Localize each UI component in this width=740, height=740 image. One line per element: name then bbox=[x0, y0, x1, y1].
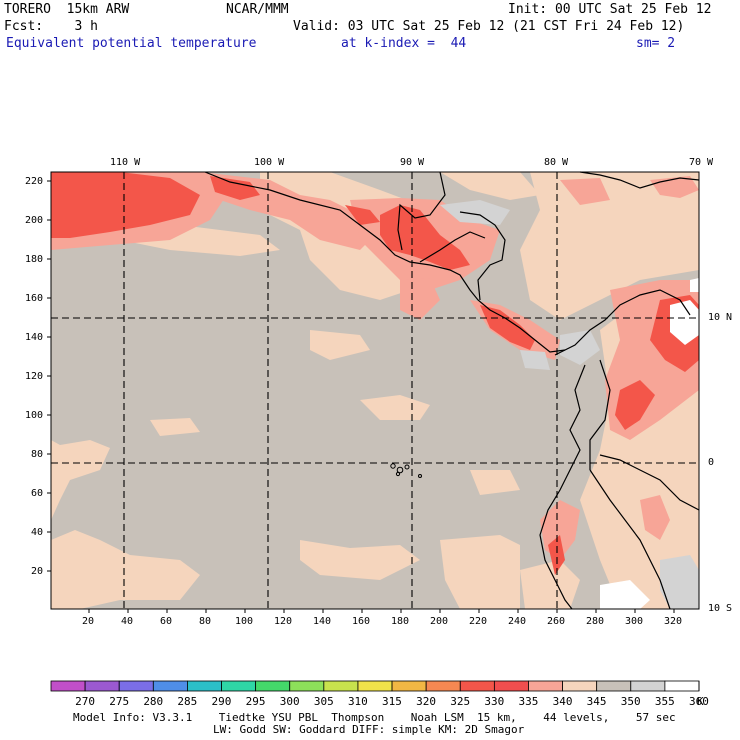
colorbar-swatch bbox=[84, 680, 120, 692]
x-tick-label: 240 bbox=[508, 616, 527, 627]
x-tick-label: 20 bbox=[82, 616, 95, 627]
y-tick-label: 40 bbox=[31, 527, 44, 538]
physics-info: LW: Godd SW: Goddard DIFF: simple KM: 2D… bbox=[213, 723, 525, 736]
colorbar-swatch bbox=[630, 680, 666, 692]
x-tick-label: 80 bbox=[199, 616, 212, 627]
x-tick-label: 260 bbox=[547, 616, 566, 627]
lat-label-10n: 10 N bbox=[708, 312, 733, 323]
colorbar-swatch bbox=[187, 680, 222, 692]
y-tick-label: 20 bbox=[31, 566, 44, 577]
colorbar-swatch bbox=[596, 680, 632, 692]
colorbar-label: 340 bbox=[552, 695, 573, 708]
y-tick-label: 200 bbox=[25, 215, 44, 226]
colorbar-label: 345 bbox=[586, 695, 607, 708]
colorbar-swatch bbox=[289, 680, 325, 692]
colorbar-swatch bbox=[323, 680, 359, 692]
galapagos-islands bbox=[390, 463, 422, 478]
colorbar-label: 355 bbox=[654, 695, 675, 708]
colorbar-swatch bbox=[562, 680, 598, 692]
x-tick-label: 160 bbox=[352, 616, 371, 627]
colorbar-label: 290 bbox=[211, 695, 232, 708]
coastlines bbox=[204, 171, 700, 610]
frame-ticks bbox=[47, 180, 675, 613]
forecast-hour: Fcst: 3 h bbox=[4, 19, 98, 34]
x-tick-label: 280 bbox=[586, 616, 605, 627]
model-info: Model Info: V3.3.1 Tiedtke YSU PBL Thomp… bbox=[73, 711, 676, 724]
level-info: at k-index = 44 bbox=[341, 36, 467, 51]
init-time: Init: 00 UTC Sat 25 Feb 12 bbox=[508, 2, 712, 17]
y-tick-label: 140 bbox=[25, 332, 44, 343]
x-tick-label: 60 bbox=[160, 616, 173, 627]
x-tick-label: 100 bbox=[235, 616, 254, 627]
x-tick-label: 220 bbox=[469, 616, 488, 627]
colorbar-unit: K bbox=[697, 695, 704, 708]
theta-e-355-regions bbox=[440, 200, 699, 609]
colorbar-swatch bbox=[493, 680, 529, 692]
colorbar-label: 325 bbox=[450, 695, 471, 708]
lon-label-70w: 70 W bbox=[689, 157, 714, 168]
lat-label-10s: 10 S bbox=[708, 603, 733, 614]
colorbar-label: 360 bbox=[689, 695, 709, 708]
colorbar-swatch bbox=[664, 680, 700, 692]
colorbar-label: 285 bbox=[177, 695, 198, 708]
colorbar-swatch bbox=[459, 680, 495, 692]
y-tick-label: 220 bbox=[25, 176, 44, 187]
colorbar-swatch bbox=[118, 680, 154, 692]
lat-label-0: 0 bbox=[708, 457, 715, 468]
lon-label-80w: 80 W bbox=[544, 157, 569, 168]
y-tick-label: 60 bbox=[31, 488, 44, 499]
y-tick-label: 100 bbox=[25, 410, 44, 421]
colorbar-label: 305 bbox=[313, 695, 334, 708]
colorbar-swatch bbox=[391, 680, 427, 692]
colorbar-label: 300 bbox=[279, 695, 300, 708]
colorbar-label: 295 bbox=[245, 695, 266, 708]
x-tick-label: 300 bbox=[625, 616, 644, 627]
colorbar-label: 320 bbox=[416, 695, 437, 708]
colorbar-label: 335 bbox=[518, 695, 539, 708]
colorbar-swatch bbox=[50, 680, 86, 692]
colorbar-swatch bbox=[357, 680, 393, 692]
map-frame bbox=[50, 171, 700, 610]
y-tick-label: 180 bbox=[25, 254, 44, 265]
colorbar-swatch bbox=[221, 680, 257, 692]
colorbar-swatch bbox=[528, 680, 563, 692]
y-tick-label: 120 bbox=[25, 371, 44, 382]
colorbar-label: 275 bbox=[109, 695, 130, 708]
colorbar-label: 315 bbox=[382, 695, 402, 708]
colorbar-label: 310 bbox=[347, 695, 368, 708]
x-tick-label: 200 bbox=[430, 616, 449, 627]
x-tick-label: 40 bbox=[121, 616, 134, 627]
lon-label-90w: 90 W bbox=[400, 157, 425, 168]
y-tick-label: 80 bbox=[31, 449, 44, 460]
colorbar-label: 280 bbox=[143, 695, 164, 708]
graticule bbox=[51, 172, 699, 609]
y-tick-label: 160 bbox=[25, 293, 44, 304]
colorbar-label: 270 bbox=[75, 695, 95, 708]
colorbar-swatch bbox=[152, 680, 188, 692]
x-tick-label: 320 bbox=[664, 616, 683, 627]
valid-time: Valid: 03 UTC Sat 25 Feb 12 (21 CST Fri … bbox=[293, 19, 685, 34]
colorbar-swatch bbox=[425, 680, 461, 692]
colorbar-swatch bbox=[255, 680, 291, 692]
model-name: TORERO 15km ARW bbox=[4, 2, 130, 17]
colorbar-label: 350 bbox=[620, 695, 641, 708]
lon-label-110w: 110 W bbox=[110, 157, 141, 168]
lon-label-100w: 100 W bbox=[254, 157, 285, 168]
colorbar-label: 330 bbox=[484, 695, 505, 708]
theta-e-360-regions bbox=[600, 278, 699, 609]
x-tick-label: 180 bbox=[391, 616, 410, 627]
x-tick-label: 140 bbox=[313, 616, 332, 627]
colorbar bbox=[50, 680, 700, 692]
center-name: NCAR/MMM bbox=[226, 2, 289, 17]
smoothing-info: sm= 2 bbox=[636, 36, 676, 51]
field-name: Equivalent potential temperature bbox=[6, 36, 257, 51]
x-tick-label: 120 bbox=[274, 616, 293, 627]
